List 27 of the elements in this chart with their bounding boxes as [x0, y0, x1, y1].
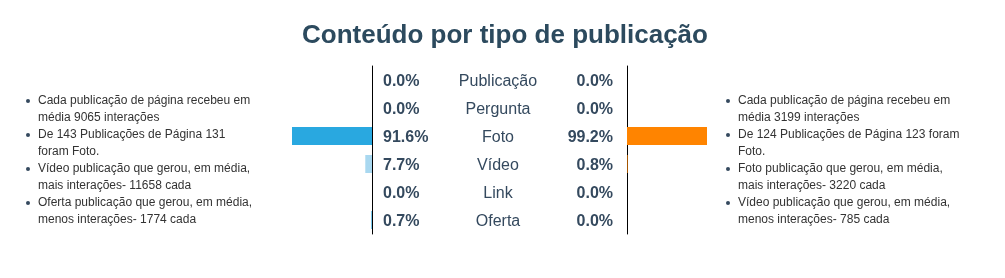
text: Foto publicação que gerou, em média, mais interações- 3220 cada [738, 161, 943, 192]
y-tick-label: Foto [481, 127, 515, 145]
data-label: 0.7% [383, 211, 420, 229]
y-tick-label: Vídeo [477, 155, 520, 173]
text: Oferta publicação que gerou, em média, menos interações- 1774 cada [38, 195, 253, 226]
y-tick-label: Publicação [458, 71, 538, 89]
text: De 143 Publicações de Página 131 foram Foto. [38, 127, 226, 158]
data-label: 0.0% [383, 183, 420, 201]
data-label: 0.0% [576, 211, 613, 229]
data-label: 0.0% [576, 99, 613, 117]
y-tick-label: Oferta [475, 211, 521, 229]
data-label: 0.0% [383, 71, 420, 89]
text: Vídeo publicação que gerou, em média, mais interações- 11658 cada [38, 161, 251, 192]
text: Cada publicação de página recebeu em média 9065 interações [38, 93, 251, 124]
text: Vídeo publicação que gerou, em média, menos interações- 785 cada [738, 195, 951, 226]
data-label: 0.8% [576, 155, 613, 173]
data-label: 0.0% [576, 183, 613, 201]
text: De 124 Publicações de Página 123 foram Foto. [738, 127, 960, 158]
data-label: 0.0% [383, 99, 420, 117]
data-label: 7.7% [383, 155, 420, 173]
data-label: 91.6% [383, 127, 429, 145]
y-tick-label: Pergunta [465, 99, 531, 117]
data-label: 99.2% [567, 127, 613, 145]
text: Cada publicação de página recebeu em média 3199 interações [738, 93, 951, 124]
text: Conteúdo por tipo de publicação [302, 19, 708, 49]
y-tick-label: Link [483, 183, 514, 201]
data-label: 0.0% [576, 71, 613, 89]
